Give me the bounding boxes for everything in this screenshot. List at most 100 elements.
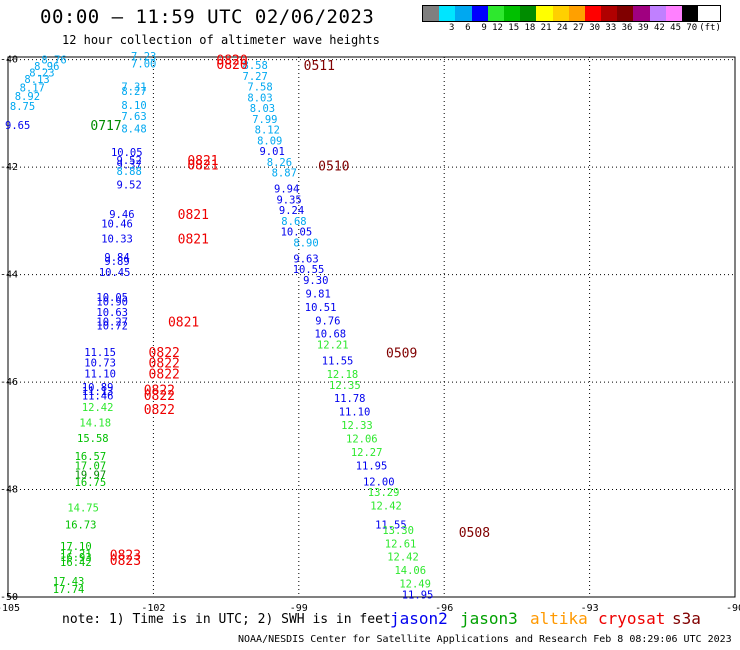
swh-value: 9.46 [109,209,134,221]
legend-label: 39 [637,23,649,33]
swh-value: 17.07 [75,460,107,472]
swh-value: 8.75 [10,101,35,113]
legend-labels: 3 6 9 12 15 18 21 24 27 30 33 36 39 42 45 70 (ft) [422,23,721,33]
track-time-label: 0822 [144,384,175,399]
swh-value: 8.23 [29,68,54,80]
legend-color-bar [422,5,721,22]
legend-swatch [682,6,699,21]
track-time-label: 0821 [187,154,218,169]
swh-value: 16.75 [75,477,107,489]
swh-value: 9.52 [117,179,142,191]
swh-value: 9.37 [117,159,142,171]
longitude-tick-label: -102 [141,603,165,614]
swh-value: 11.95 [402,589,434,601]
swh-value: 9.30 [303,275,328,287]
swh-value: 16.73 [65,519,97,531]
legend-swatch [439,6,456,21]
swh-value: 9.01 [259,146,284,158]
longitude-tick-label: -105 [0,603,20,614]
swh-value: 10.73 [84,358,116,370]
track-time-label: 0510 [318,160,349,175]
track-time-label: 0823 [110,554,141,569]
swh-value: 10.27 [96,316,128,328]
legend-label: 18 [524,23,536,33]
legend-label: 30 [589,23,601,33]
swh-value: 8.87 [272,168,297,180]
swh-value: 12.00 [363,476,395,488]
swh-value: 10.63 [96,307,128,319]
swh-value: 11.55 [322,356,354,368]
swh-value: 9.84 [104,252,129,264]
swh-value: 7.23 [131,51,156,63]
swh-value: 10.46 [101,219,133,231]
swh-value: 12.18 [327,369,359,381]
swh-value: 10.68 [314,329,346,341]
legend-label: 24 [556,23,568,33]
swh-value: 12.42 [82,402,114,414]
track-time-label: 0821 [178,233,209,248]
swh-value: 11.55 [375,519,407,531]
swh-value: 14.75 [67,502,99,514]
color-legend: 3 6 9 12 15 18 21 24 27 30 33 36 39 42 45 70 (ft) [422,5,721,33]
swh-value: 9.94 [274,184,299,196]
swh-value: 10.33 [101,234,133,246]
legend-swatch [633,6,650,21]
track-time-label: 0822 [149,357,180,372]
map-frame [7,56,736,598]
swh-value: 16.42 [60,557,92,569]
legend-swatch [584,6,602,21]
legend-label: 27 [573,23,584,33]
swh-value: 11.46 [82,391,114,403]
swh-value: 9.35 [276,194,301,206]
track-time-label: 0822 [149,367,180,382]
swh-value: 8.88 [117,166,142,178]
swh-value: 12.06 [346,433,378,445]
swh-value: 8.03 [250,103,275,115]
legend-swatch [552,6,569,21]
swh-value: 8.48 [121,123,146,135]
legend-label: 15 [508,23,520,33]
swh-value: 11.13 [82,386,114,398]
track-time-label: 0821 [178,208,209,223]
swh-value: 9.52 [117,155,142,167]
legend-label: 42 [653,23,665,33]
swh-value: 8.13 [24,74,49,86]
swh-value: 11.78 [334,393,366,405]
legend-label: 33 [605,23,617,33]
legend-unit: (ft) [699,23,721,33]
swh-value: 8.92 [15,91,40,103]
latitude-tick-label: -44 [0,270,18,281]
swh-value: 7.00 [131,58,156,70]
swh-value: 7.31 [121,82,146,94]
track-time-label: 0820 [216,54,247,69]
swh-value: 7.58 [247,82,272,94]
legend-label: 9 [481,23,487,33]
swh-value: 12.42 [387,552,419,564]
track-time-label: 0717 [90,119,121,134]
legend-label: 12 [492,23,503,33]
legend-label: 70 [686,23,698,33]
swh-value: 8.17 [20,83,45,95]
track-time-label: 0509 [386,347,417,362]
swh-value: 10.05 [111,147,143,159]
latitude-tick-label: -50 [0,592,18,603]
swh-value: 8.10 [121,100,146,112]
swh-value: 11.15 [84,347,116,359]
swh-value: 11.10 [339,407,371,419]
swh-value: 13.30 [382,525,414,537]
track-time-label: 0820 [216,58,247,73]
latitude-tick-label: -40 [0,55,18,66]
swh-value: 9.89 [104,256,129,268]
longitude-tick-label: -96 [435,603,453,614]
latitude-tick-label: -46 [0,377,18,388]
swh-value: 16.57 [75,451,107,463]
swh-value: 8.58 [243,60,268,72]
legend-swatch [520,6,537,21]
legend-swatch [617,6,634,21]
footnote: note: 1) Time is in UTC; 2) SWH is in fe… [62,612,391,627]
legend-swatch [649,6,666,21]
swh-value: 12.42 [370,501,402,513]
swh-value: 19.97 [75,469,107,481]
legend-swatch [601,6,618,21]
swh-value: 11.10 [84,368,116,380]
